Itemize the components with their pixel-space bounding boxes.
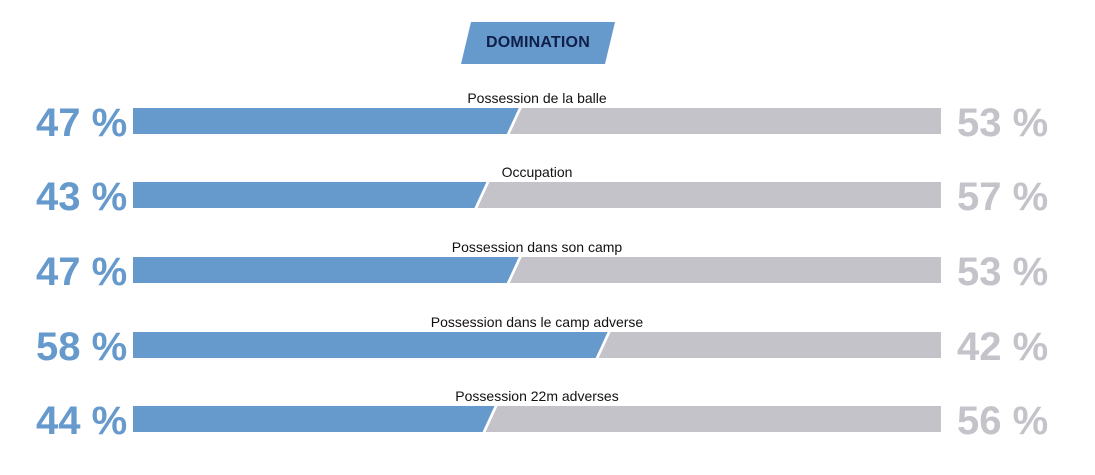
chart-title: DOMINATION <box>486 34 590 51</box>
left-team-bar-segment <box>133 108 519 134</box>
possession-bar <box>133 332 941 358</box>
stat-label: Possession dans son camp <box>451 239 623 255</box>
possession-bar <box>133 406 941 432</box>
left-team-bar-segment <box>133 406 495 432</box>
stat-row: Possession de la balle 47 % 53 % <box>0 89 1095 149</box>
possession-bar <box>133 257 941 283</box>
stat-label: Possession de la balle <box>467 90 607 106</box>
right-percentage: 53 % <box>957 250 1049 294</box>
left-percentage: 43 % <box>36 175 128 219</box>
right-team-bar-segment <box>598 332 941 358</box>
stat-label: Possession 22m adverses <box>455 388 619 404</box>
stat-label: Occupation <box>501 164 573 180</box>
left-percentage: 44 % <box>36 399 128 443</box>
possession-bar <box>133 182 941 208</box>
left-team-bar-segment <box>133 182 487 208</box>
stat-row: Occupation 43 % 57 % <box>0 163 1095 223</box>
stat-row: Possession dans son camp 47 % 53 % <box>0 238 1095 298</box>
right-team-bar-segment <box>485 406 941 432</box>
right-percentage: 57 % <box>957 175 1049 219</box>
left-percentage: 47 % <box>36 250 128 294</box>
domination-badge: DOMINATION <box>461 22 615 64</box>
stat-label: Possession dans le camp adverse <box>430 314 644 330</box>
left-team-bar-segment <box>133 332 608 358</box>
right-percentage: 56 % <box>957 399 1049 443</box>
right-percentage: 42 % <box>957 325 1049 369</box>
stat-row: Possession dans le camp adverse 58 % 42 % <box>0 313 1095 373</box>
right-team-bar-segment <box>509 108 941 134</box>
stat-row: Possession 22m adverses 44 % 56 % <box>0 387 1095 447</box>
left-team-bar-segment <box>133 257 519 283</box>
left-percentage: 47 % <box>36 101 128 145</box>
right-team-bar-segment <box>509 257 941 283</box>
right-percentage: 53 % <box>957 101 1049 145</box>
left-percentage: 58 % <box>36 325 128 369</box>
badge-shape <box>461 22 615 64</box>
possession-bar <box>133 108 941 134</box>
right-team-bar-segment <box>477 182 941 208</box>
